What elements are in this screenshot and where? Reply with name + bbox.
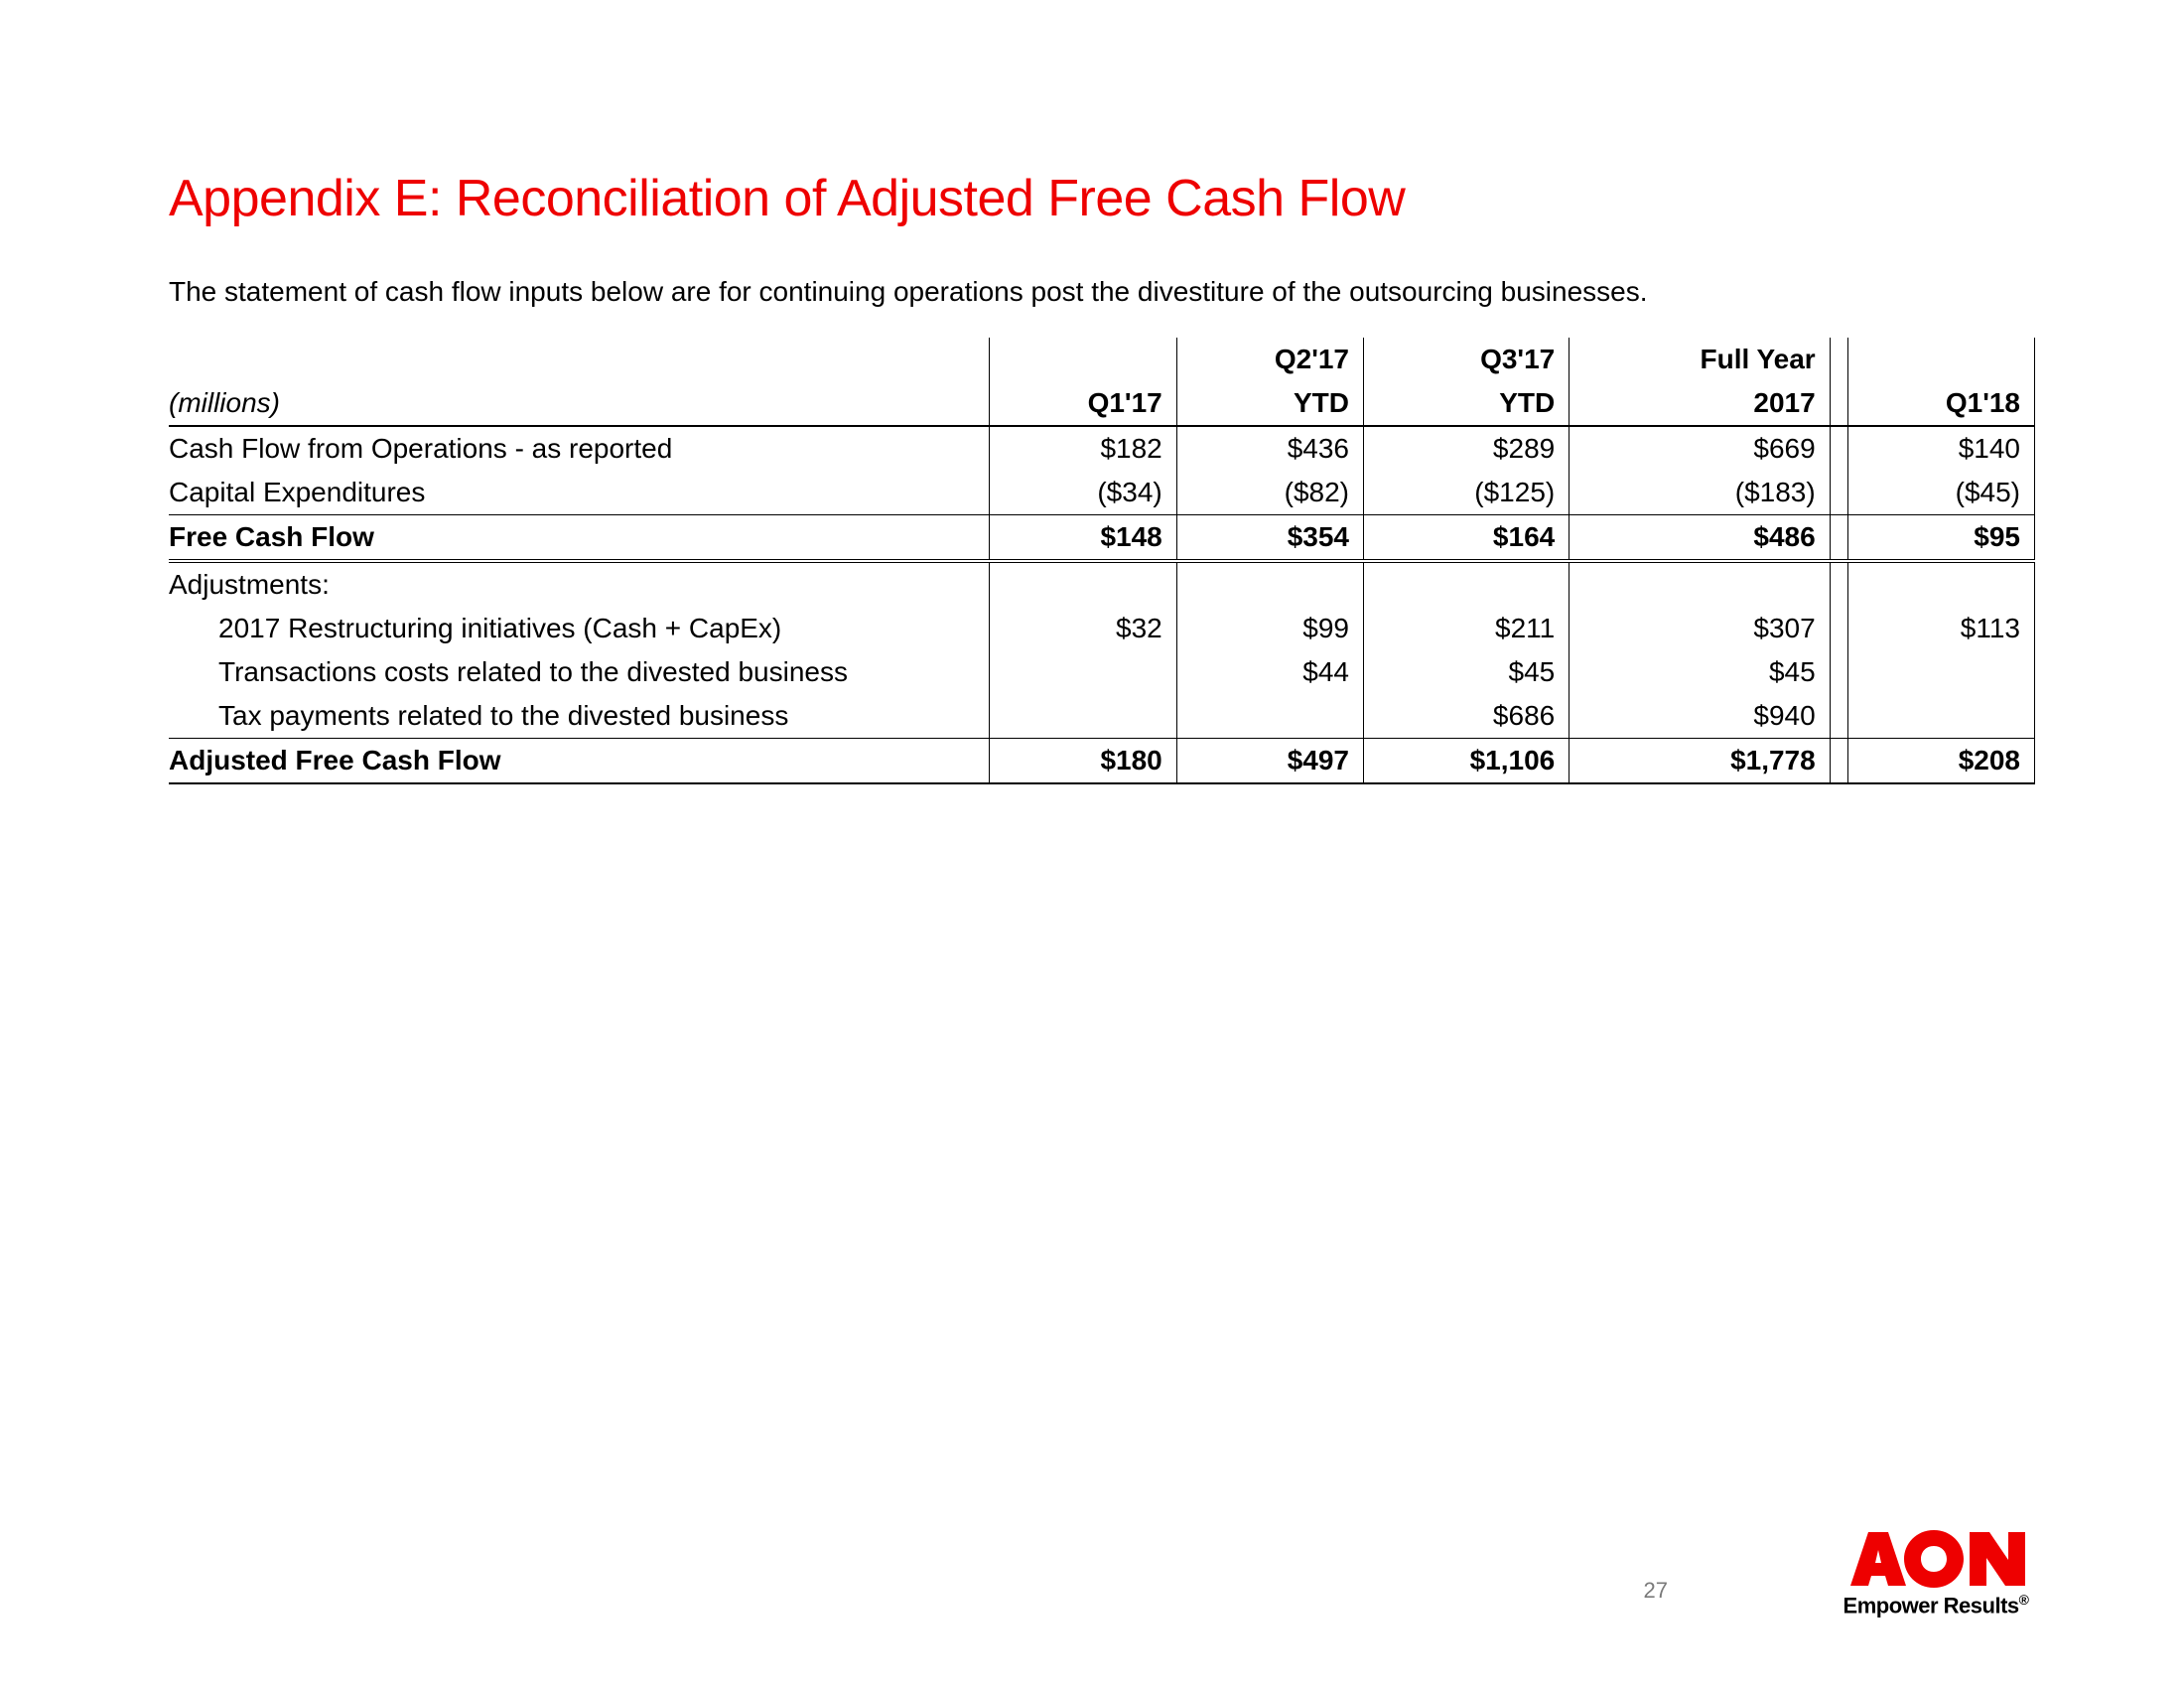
col-header-fy-bot: 2017 — [1570, 381, 1830, 426]
cell: $140 — [1847, 426, 2034, 471]
cell: $1,778 — [1570, 739, 1830, 784]
table-row-tax-payments: Tax payments related to the divested bus… — [169, 694, 2035, 739]
cell — [990, 694, 1176, 739]
cell: $113 — [1847, 607, 2034, 650]
table-row-transaction-costs: Transactions costs related to the divest… — [169, 650, 2035, 694]
cell: $208 — [1847, 739, 2034, 784]
cell — [1847, 650, 2034, 694]
cell — [1847, 694, 2034, 739]
cell: ($34) — [990, 471, 1176, 515]
cell: $95 — [1847, 515, 2034, 562]
row-label: 2017 Restructuring initiatives (Cash + C… — [169, 607, 990, 650]
table-row-restructuring: 2017 Restructuring initiatives (Cash + C… — [169, 607, 2035, 650]
cell: $45 — [1570, 650, 1830, 694]
cell: ($183) — [1570, 471, 1830, 515]
row-label: Adjusted Free Cash Flow — [169, 739, 990, 784]
cell: $669 — [1570, 426, 1830, 471]
table-row-cfo: Cash Flow from Operations - as reported … — [169, 426, 2035, 471]
table-row-afcf: Adjusted Free Cash Flow $180 $497 $1,106… — [169, 739, 2035, 784]
col-header-units: (millions) — [169, 381, 990, 426]
col-header-q3-bot: YTD — [1364, 381, 1570, 426]
cell: ($82) — [1176, 471, 1363, 515]
cell: $148 — [990, 515, 1176, 562]
table-header-top-row: Q2'17 Q3'17 Full Year — [169, 338, 2035, 381]
row-label: Cash Flow from Operations - as reported — [169, 426, 990, 471]
table-row-adjustments-header: Adjustments: — [169, 561, 2035, 607]
row-label: Tax payments related to the divested bus… — [169, 694, 990, 739]
col-header-q2-top: Q2'17 — [1176, 338, 1363, 381]
cell: ($45) — [1847, 471, 2034, 515]
cell: $940 — [1570, 694, 1830, 739]
col-header-q118: Q1'18 — [1847, 381, 2034, 426]
col-header-fy-top: Full Year — [1570, 338, 1830, 381]
brand-tagline: Empower Results® — [1837, 1592, 2035, 1618]
page-subtitle: The statement of cash flow inputs below … — [169, 276, 2035, 308]
row-label: Capital Expenditures — [169, 471, 990, 515]
cell: ($125) — [1364, 471, 1570, 515]
table-header-row: (millions) Q1'17 YTD YTD 2017 Q1'18 — [169, 381, 2035, 426]
row-label: Transactions costs related to the divest… — [169, 650, 990, 694]
cell: $180 — [990, 739, 1176, 784]
cell: $486 — [1570, 515, 1830, 562]
cell: $44 — [1176, 650, 1363, 694]
table-row-capex: Capital Expenditures ($34) ($82) ($125) … — [169, 471, 2035, 515]
reconciliation-table: Q2'17 Q3'17 Full Year (millions) Q1'17 Y… — [169, 338, 2035, 784]
cell: $497 — [1176, 739, 1363, 784]
cell: $289 — [1364, 426, 1570, 471]
cell: $1,106 — [1364, 739, 1570, 784]
cell: $164 — [1364, 515, 1570, 562]
cell — [1176, 694, 1363, 739]
cell — [990, 650, 1176, 694]
cell: $99 — [1176, 607, 1363, 650]
cell: $211 — [1364, 607, 1570, 650]
cell: $436 — [1176, 426, 1363, 471]
cell: $307 — [1570, 607, 1830, 650]
aon-logo-icon — [1837, 1528, 2035, 1590]
col-header-q2-bot: YTD — [1176, 381, 1363, 426]
page-number: 27 — [1644, 1578, 1668, 1604]
page-title: Appendix E: Reconciliation of Adjusted F… — [169, 169, 2035, 228]
cell: $45 — [1364, 650, 1570, 694]
row-label: Free Cash Flow — [169, 515, 990, 562]
table-row-fcf: Free Cash Flow $148 $354 $164 $486 $95 — [169, 515, 2035, 562]
cell: $32 — [990, 607, 1176, 650]
cell: $182 — [990, 426, 1176, 471]
col-header-q3-top: Q3'17 — [1364, 338, 1570, 381]
cell: $686 — [1364, 694, 1570, 739]
col-header-q1: Q1'17 — [990, 381, 1176, 426]
row-label: Adjustments: — [169, 561, 990, 607]
brand-logo: Empower Results® — [1837, 1528, 2035, 1618]
cell: $354 — [1176, 515, 1363, 562]
